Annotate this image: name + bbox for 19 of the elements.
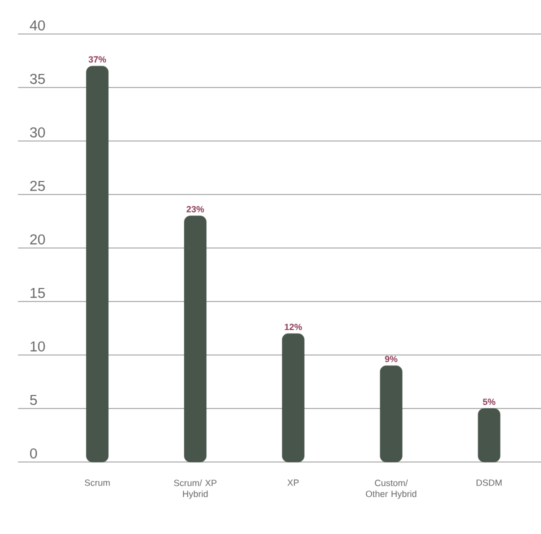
data-label: 5% (482, 398, 496, 405)
y-tick-label: 20 (30, 234, 45, 244)
y-tick-label: 0 (30, 448, 37, 458)
x-tick-label: Scrum (84, 480, 110, 486)
data-label: 9% (384, 356, 398, 362)
x-tick-label: Scrum/ XP Hybrid (174, 480, 216, 499)
x-tick-label: XP (287, 480, 299, 486)
y-tick-label: 30 (30, 127, 45, 138)
y-tick-label: 25 (30, 180, 45, 191)
x-tick-label: DSDM (476, 480, 502, 486)
x-tick-label: Custom/ Other Hybrid (366, 480, 416, 499)
data-label: 37% (88, 56, 106, 63)
y-tick-label: 5 (30, 394, 37, 405)
y-tick-label: 35 (30, 74, 45, 84)
data-label: 12% (284, 324, 302, 330)
data-label: 23% (186, 206, 204, 212)
y-tick-label: 40 (30, 20, 45, 30)
y-tick-label: 10 (30, 341, 45, 352)
y-tick-label: 15 (30, 288, 45, 298)
